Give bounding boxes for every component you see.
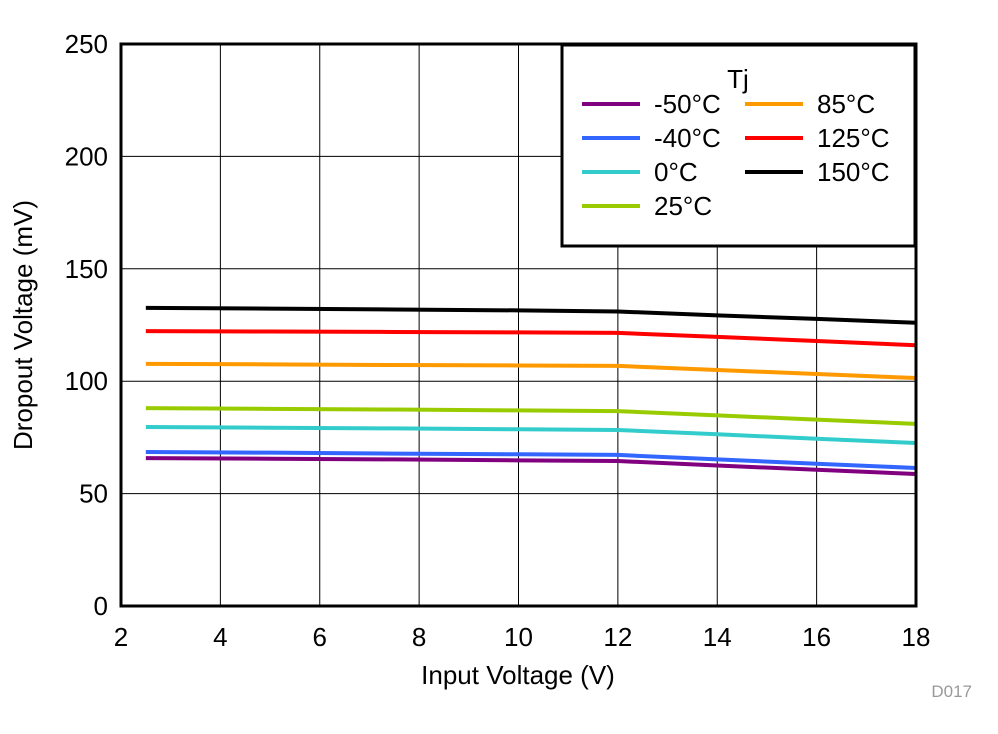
legend-entry: 125°C [817, 123, 890, 153]
legend-entry: 0°C [654, 157, 698, 187]
y-tick-label: 0 [94, 591, 108, 621]
y-tick-label: 150 [65, 254, 108, 284]
legend-box [560, 43, 917, 248]
series-lines [145, 305, 917, 477]
legend-entry: 25°C [654, 191, 712, 221]
series-line--50°C [145, 456, 917, 477]
legend-entry: -40°C [654, 123, 721, 153]
x-tick-label: 16 [802, 622, 831, 652]
y-tick-label: 250 [65, 29, 108, 59]
y-tick-label: 200 [65, 141, 108, 171]
x-tick-label: 18 [902, 622, 931, 652]
tick-labels: 2 4 6 8 10 12 14 16 18 0 50 100 150 200 250 [65, 29, 931, 652]
legend-entry: -50°C [654, 89, 721, 119]
x-tick-label: 2 [114, 622, 128, 652]
series-line-0°C [145, 425, 917, 446]
series-line-150°C [145, 305, 917, 325]
legend-entry: 150°C [817, 157, 890, 187]
x-tick-label: 10 [504, 622, 533, 652]
y-tick-label: 100 [65, 366, 108, 396]
legend-entry: 85°C [817, 89, 875, 119]
series-line-25°C [145, 406, 917, 426]
figure-id: D017 [931, 682, 972, 701]
x-tick-label: 12 [603, 622, 632, 652]
series-line-85°C [145, 361, 917, 381]
x-tick-label: 4 [213, 622, 227, 652]
series-line--40°C [145, 450, 917, 470]
y-axis-label: Dropout Voltage (mV) [8, 200, 38, 450]
x-tick-label: 6 [313, 622, 327, 652]
legend: Tj -50°C -40°C 0°C 25°C 85°C 125°C 150°C [560, 43, 917, 248]
x-axis-label: Input Voltage (V) [421, 660, 615, 690]
legend-title: Tj [727, 64, 749, 94]
plot-frame [119, 42, 918, 608]
x-tick-label: 14 [703, 622, 732, 652]
series-line-125°C [145, 329, 917, 348]
y-tick-label: 50 [79, 479, 108, 509]
x-tick-label: 8 [412, 622, 426, 652]
